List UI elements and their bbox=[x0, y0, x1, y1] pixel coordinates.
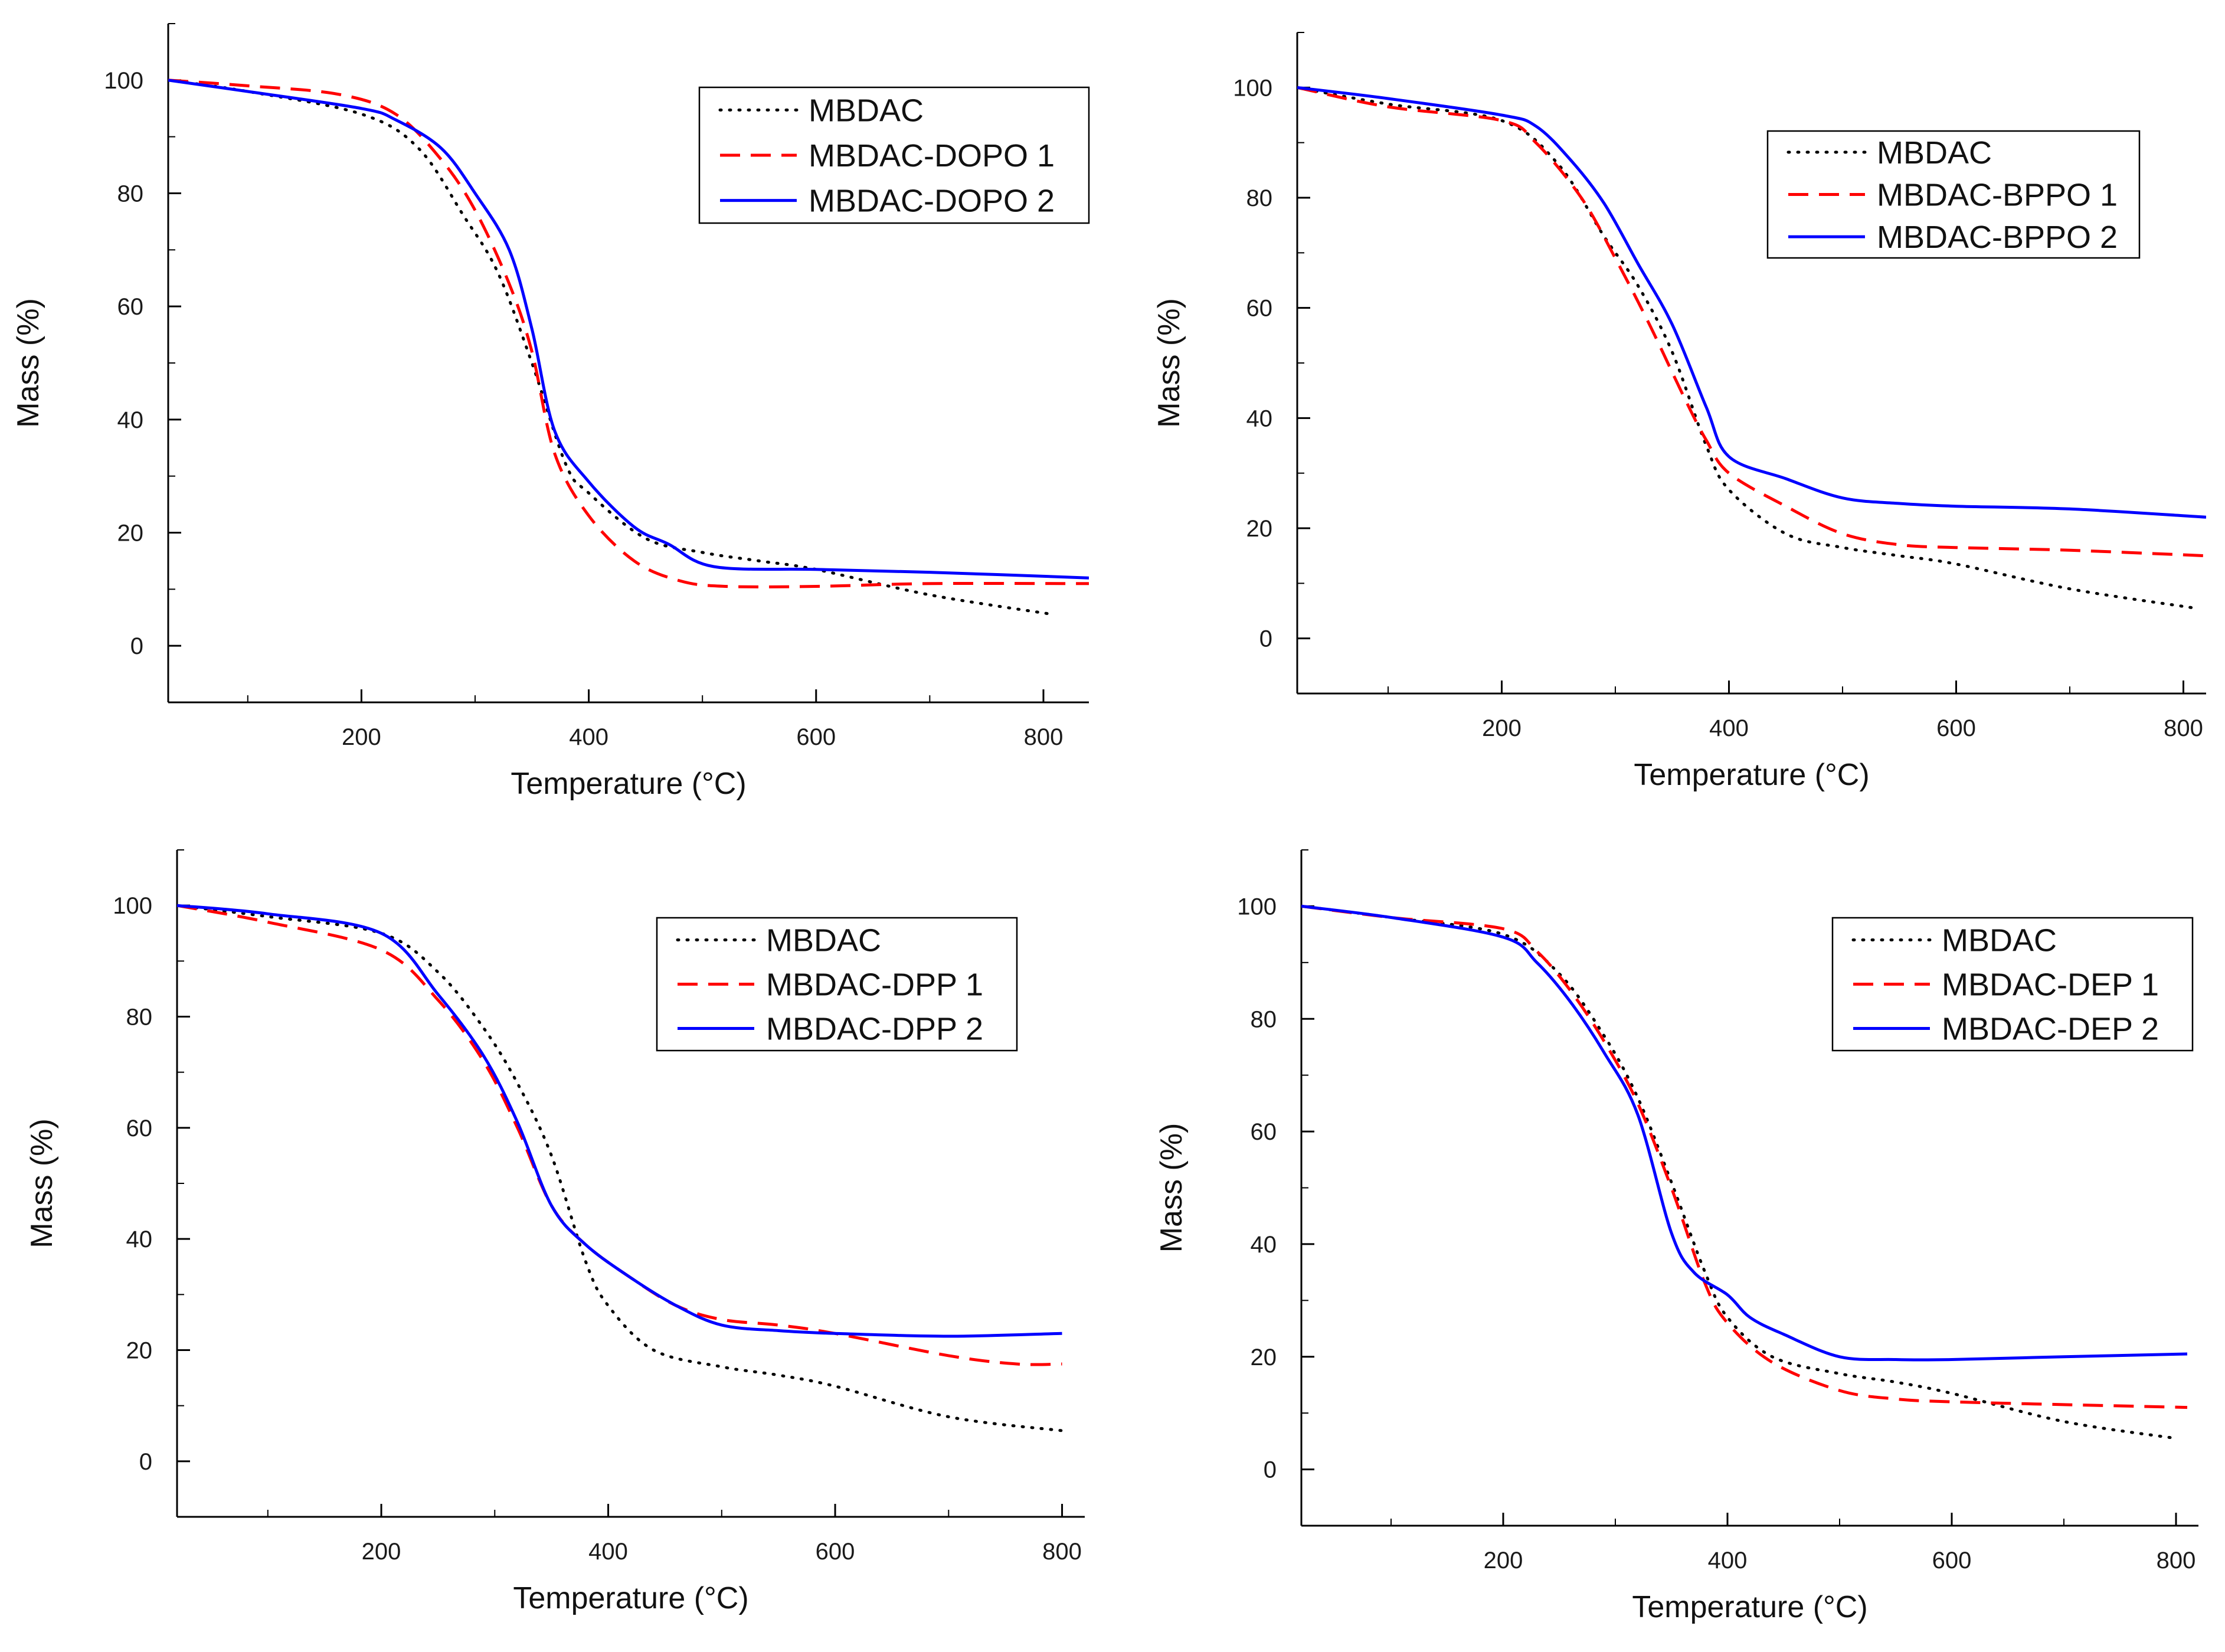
x-axis-title: Temperature (°C) bbox=[1634, 758, 1869, 792]
legend-label: MBDAC bbox=[1942, 923, 2057, 959]
y-tick-label: 60 bbox=[126, 1115, 153, 1141]
y-tick-label: 80 bbox=[1251, 1006, 1277, 1032]
y-tick-label: 20 bbox=[1246, 516, 1273, 542]
x-tick-label: 800 bbox=[2164, 715, 2203, 741]
legend: MBDAC MBDAC-DOPO 1 MBDAC-DOPO 2 bbox=[698, 86, 1090, 224]
x-tick-label: 600 bbox=[1936, 715, 1976, 741]
y-tick-label: 80 bbox=[126, 1005, 153, 1031]
y-tick-label: 0 bbox=[1259, 626, 1272, 652]
y-tick-label: 20 bbox=[1251, 1345, 1277, 1370]
x-tick-label: 400 bbox=[1709, 715, 1749, 741]
series-line-mbdac-dep-1 bbox=[1301, 904, 2188, 1409]
legend-label: MBDAC bbox=[1877, 135, 1992, 171]
series-line-mbdac-dpp-1 bbox=[177, 904, 1062, 1366]
y-axis-title: Mass (%) bbox=[1154, 1123, 1189, 1253]
series-line-mbdac-dep-2 bbox=[1301, 904, 2188, 1362]
chart-panel-1: 200 400 600 800 0 20 40 60 80 100 Temperature (°C)… bbox=[11, 23, 1090, 801]
y-tick-label: 60 bbox=[1246, 296, 1273, 322]
x-tick-label: 800 bbox=[2157, 1548, 2196, 1574]
x-tick-label: 400 bbox=[1708, 1548, 1748, 1574]
y-tick-label: 100 bbox=[104, 68, 143, 94]
chart-panel-4: 200 400 600 800 0 20 40 60 80 100 Temperature (°C)… bbox=[1154, 849, 2198, 1624]
y-tick-label: 80 bbox=[117, 181, 144, 207]
series-line-mbdac bbox=[1301, 904, 2178, 1440]
series-line-mbdac-dpp-2 bbox=[177, 904, 1062, 1338]
y-tick-label: 100 bbox=[1233, 75, 1272, 101]
legend: MBDAC MBDAC-DPP 1 MBDAC-DPP 2 bbox=[656, 917, 1018, 1052]
legend-label: MBDAC-DOPO 1 bbox=[809, 138, 1055, 174]
y-tick-label: 0 bbox=[139, 1449, 152, 1475]
x-tick-label: 400 bbox=[569, 724, 608, 750]
legend-label: MBDAC-DPP 1 bbox=[766, 967, 983, 1003]
x-axis-title: Temperature (°C) bbox=[1632, 1590, 1867, 1624]
y-tick-label: 20 bbox=[117, 521, 144, 547]
y-tick-label: 40 bbox=[1251, 1232, 1277, 1258]
y-axis-title: Mass (%) bbox=[25, 1118, 59, 1248]
x-tick-label: 800 bbox=[1042, 1539, 1082, 1565]
series-line-mbdac-bppo-1 bbox=[1297, 86, 2206, 558]
y-tick-label: 0 bbox=[1264, 1457, 1277, 1483]
legend-label: MBDAC bbox=[766, 923, 881, 959]
series-line-mbdac-bppo-2 bbox=[1297, 86, 2206, 519]
x-tick-label: 800 bbox=[1024, 724, 1064, 750]
x-tick-label: 600 bbox=[1932, 1548, 1972, 1574]
legend-label: MBDAC bbox=[809, 93, 924, 128]
legend: MBDAC MBDAC-BPPO 1 MBDAC-BPPO 2 bbox=[1766, 130, 2141, 259]
legend-label: MBDAC-DEP 1 bbox=[1942, 967, 2159, 1003]
x-tick-label: 200 bbox=[362, 1539, 401, 1565]
x-tick-label: 600 bbox=[796, 724, 836, 750]
y-tick-label: 80 bbox=[1246, 185, 1273, 211]
x-tick-label: 600 bbox=[816, 1539, 855, 1565]
x-axis-title: Temperature (°C) bbox=[513, 1581, 748, 1615]
legend-label: MBDAC-DPP 2 bbox=[766, 1012, 983, 1047]
y-axis-title: Mass (%) bbox=[1152, 298, 1186, 428]
y-tick-label: 100 bbox=[113, 893, 152, 919]
y-tick-label: 100 bbox=[1237, 894, 1277, 920]
chart-panel-2: 200 400 600 800 0 20 40 60 80 100 Temperature (°C)… bbox=[1152, 32, 2206, 792]
y-tick-label: 40 bbox=[1246, 405, 1273, 431]
y-tick-label: 40 bbox=[126, 1226, 153, 1252]
legend: MBDAC MBDAC-DEP 1 MBDAC-DEP 2 bbox=[1831, 917, 2194, 1052]
y-tick-label: 60 bbox=[1251, 1119, 1277, 1145]
legend-label: MBDAC-BPPO 1 bbox=[1877, 178, 2118, 213]
x-tick-label: 200 bbox=[1482, 715, 1521, 741]
legend-label: MBDAC-DEP 2 bbox=[1942, 1012, 2159, 1047]
chart-panel-3: 200 400 600 800 0 20 40 60 80 100 Temperature (°C)… bbox=[25, 849, 1085, 1615]
x-axis-title: Temperature (°C) bbox=[511, 767, 746, 801]
y-tick-label: 0 bbox=[130, 633, 143, 659]
y-axis-title: Mass (%) bbox=[11, 298, 45, 428]
y-tick-label: 40 bbox=[117, 407, 144, 433]
series-line-mbdac-dopo-2 bbox=[168, 78, 1089, 580]
y-tick-label: 60 bbox=[117, 294, 144, 320]
x-tick-label: 200 bbox=[1484, 1548, 1523, 1574]
legend-label: MBDAC-BPPO 2 bbox=[1877, 220, 2118, 255]
legend-label: MBDAC-DOPO 2 bbox=[809, 184, 1055, 219]
x-tick-label: 400 bbox=[588, 1539, 628, 1565]
y-tick-label: 20 bbox=[126, 1338, 153, 1364]
x-tick-label: 200 bbox=[342, 724, 381, 750]
series-line-mbdac-dopo-1 bbox=[168, 78, 1089, 588]
